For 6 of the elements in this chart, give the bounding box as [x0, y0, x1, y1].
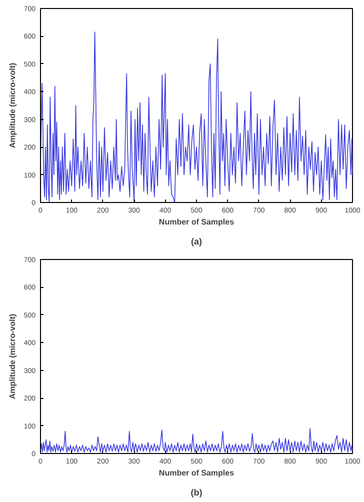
y-axis-title: Amplitude (micro-volt) [8, 314, 17, 400]
y-axis-title: Amplitude (micro-volt) [8, 62, 17, 148]
text: (b) [190, 488, 202, 498]
x-axis-title: Number of Samples [158, 218, 235, 226]
text: (a) [191, 236, 202, 246]
x-axis-title: Number of Samples [158, 468, 235, 478]
